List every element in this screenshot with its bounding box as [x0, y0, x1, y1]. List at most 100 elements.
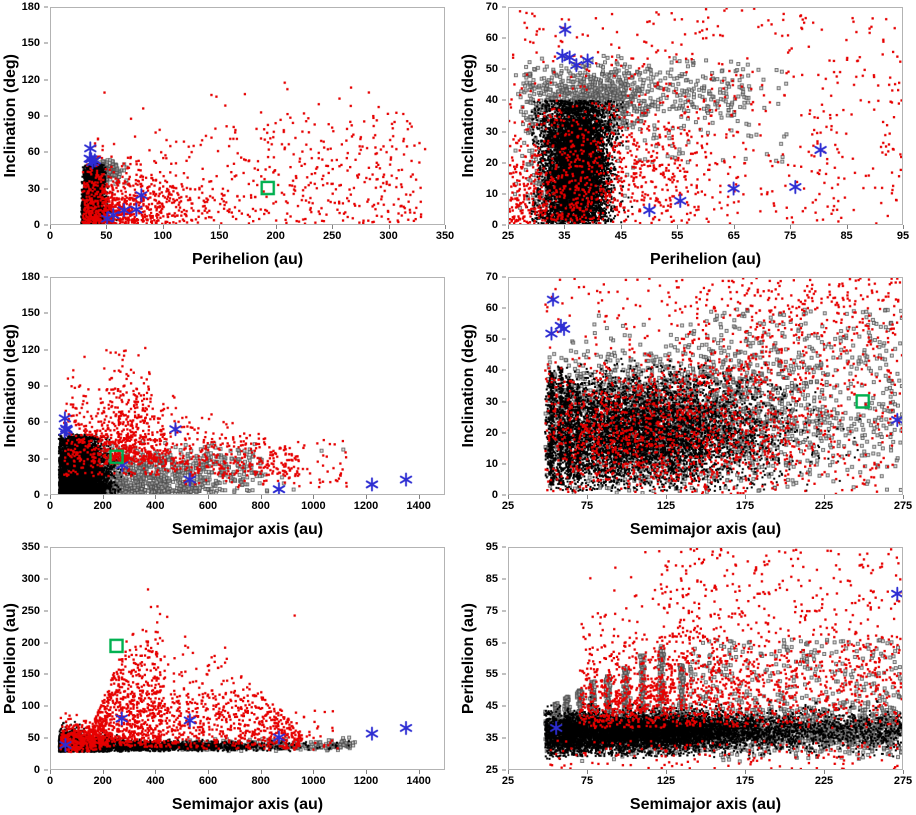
x-tick-mark	[745, 770, 746, 774]
x-tick-mark	[208, 770, 209, 774]
y-tick-mark	[502, 369, 506, 371]
x-tick-label: 35	[558, 230, 571, 242]
x-tick-mark	[50, 495, 51, 499]
x-tick-label: 75	[580, 500, 594, 512]
x-tick-mark	[903, 770, 904, 774]
y-axis-ticks: 25 35 45 55 65 75 85 95	[458, 541, 507, 776]
y-tick-mark	[502, 546, 506, 548]
y-tick-label: 70	[485, 1, 498, 13]
x-tick-mark	[260, 770, 262, 774]
plot-area	[50, 277, 445, 495]
scatter-canvas	[51, 278, 444, 494]
x-tick-mark	[564, 225, 566, 229]
y-tick-label: 10	[485, 457, 498, 470]
x-tick-mark	[366, 770, 367, 774]
y-tick-label: 20	[485, 426, 498, 439]
y-tick-mark	[44, 115, 48, 117]
y-tick-label: 0	[491, 219, 498, 231]
plot-area	[508, 7, 903, 225]
x-tick-label: 200	[93, 775, 112, 787]
y-tick-label: 60	[27, 146, 40, 159]
x-tick-label: 1200	[353, 500, 379, 512]
y-tick-mark	[502, 432, 506, 434]
y-tick-mark	[44, 737, 48, 739]
x-tick-label: 0	[46, 230, 54, 242]
y-tick-mark	[44, 224, 48, 226]
x-tick-label: 0	[46, 775, 54, 787]
y-tick-mark	[44, 312, 48, 314]
x-tick-label: 150	[210, 230, 229, 242]
x-tick-label: 275	[893, 500, 913, 512]
y-tick-mark	[502, 68, 506, 70]
x-tick-label: 250	[322, 230, 342, 242]
scatter-canvas	[51, 548, 444, 769]
y-tick-mark	[44, 610, 48, 612]
y-tick-mark	[502, 6, 506, 8]
plot-inclination-vs-perihelion-zoom: Inclination (deg) 0 10 20 30 40 50 60 70 25 35 45…	[458, 0, 916, 270]
x-tick-mark	[418, 495, 420, 499]
x-tick-label: 0	[46, 500, 54, 512]
x-tick-mark	[903, 495, 904, 499]
x-tick-label: 1200	[353, 775, 379, 787]
y-tick-mark	[44, 578, 48, 580]
y-tick-mark	[502, 610, 506, 612]
x-axis-title: Perihelion (au)	[649, 251, 762, 268]
scatter-canvas	[51, 8, 444, 224]
y-tick-label: 75	[485, 604, 498, 617]
x-tick-label: 25	[501, 500, 515, 512]
x-tick-label: 50	[100, 230, 113, 242]
x-tick-mark	[824, 770, 825, 774]
y-tick-label: 40	[485, 94, 498, 107]
y-tick-label: 65	[485, 636, 498, 649]
x-tick-mark	[155, 770, 157, 774]
x-tick-label: 400	[146, 775, 165, 787]
x-tick-label: 1000	[301, 500, 326, 512]
x-axis-ticks: 25 75 125 175 225 275	[502, 770, 912, 788]
y-tick-label: 50	[485, 333, 498, 346]
y-tick-label: 60	[485, 302, 498, 315]
y-tick-label: 0	[33, 219, 40, 231]
y-tick-label: 40	[485, 364, 498, 377]
x-tick-label: 95	[896, 230, 910, 242]
x-tick-label: 300	[379, 230, 398, 242]
y-tick-mark	[44, 458, 48, 460]
y-tick-label: 200	[21, 636, 40, 649]
y-tick-label: 10	[485, 187, 498, 200]
x-tick-mark	[219, 225, 221, 229]
y-tick-mark	[502, 131, 506, 133]
plot-inclination-vs-semimajor-wide: Inclination (deg) 0 30 60 90 120 150 180 0 200 4…	[0, 270, 458, 540]
y-tick-label: 180	[21, 1, 40, 13]
x-tick-mark	[620, 225, 622, 229]
x-tick-label: 225	[814, 500, 834, 512]
x-tick-mark	[745, 495, 746, 499]
y-tick-mark	[44, 42, 48, 44]
y-tick-mark	[44, 673, 48, 675]
y-tick-label: 70	[485, 271, 498, 283]
x-tick-label: 75	[580, 775, 594, 787]
x-axis-title: Semimajor axis (au)	[629, 521, 782, 538]
y-axis-ticks: 0 50 100 150 200 250 300 350	[0, 541, 49, 776]
x-tick-mark	[508, 770, 509, 774]
x-tick-label: 85	[840, 230, 853, 242]
y-tick-mark	[502, 673, 506, 675]
x-axis-ticks: 0 200 400 600 800 1000 1200 1400	[46, 495, 445, 513]
y-tick-mark	[44, 769, 48, 771]
x-tick-mark	[313, 495, 315, 499]
y-tick-label: 90	[27, 110, 40, 122]
x-axis-ticks: 25 75 125 175 225 275	[502, 495, 912, 513]
y-tick-label: 150	[21, 307, 40, 320]
x-tick-mark	[155, 495, 157, 499]
y-tick-mark	[502, 494, 506, 496]
y-tick-label: 180	[21, 271, 40, 283]
y-tick-label: 20	[485, 156, 498, 169]
y-tick-label: 250	[21, 604, 40, 617]
y-tick-label: 90	[27, 380, 40, 392]
x-axis-title: Semimajor axis (au)	[171, 796, 324, 813]
y-tick-mark	[502, 578, 506, 580]
plot-area	[508, 547, 903, 770]
x-tick-label: 275	[893, 775, 913, 787]
y-axis-ticks: 0 30 60 90 120 150 180	[0, 1, 49, 231]
y-tick-label: 0	[33, 764, 40, 776]
x-tick-mark	[445, 225, 446, 229]
x-tick-mark	[106, 225, 108, 229]
